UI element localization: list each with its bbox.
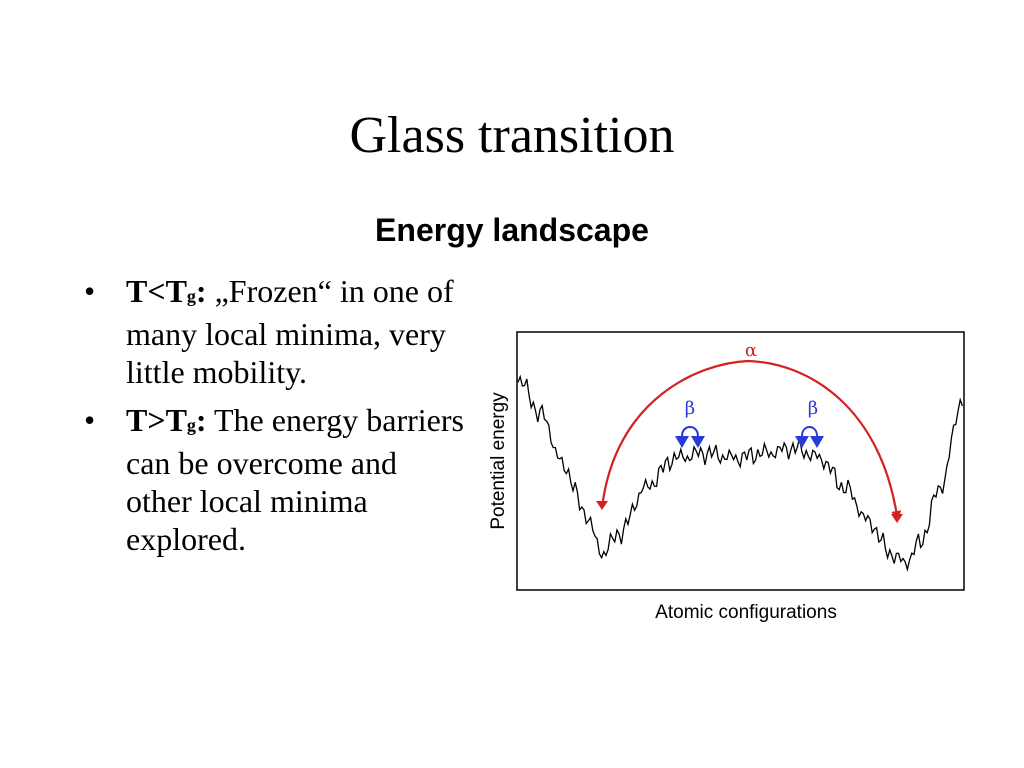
- beta-arrowhead-right-b: [810, 436, 824, 448]
- beta-label-right: β: [808, 398, 818, 419]
- bullet-item-above-tg: • T>Tg: The energy barriers can be overc…: [84, 401, 464, 558]
- condition-subscript: g: [186, 415, 196, 435]
- condition-label: T<Tg:: [126, 273, 207, 309]
- bullet-text: „Frozen“ in one of many local minima, ve…: [126, 273, 454, 390]
- energy-landscape-figure: α β β Potential energy Atomic configurat…: [480, 318, 980, 638]
- alpha-label: α: [745, 340, 757, 361]
- x-axis-label: Atomic configurations: [655, 602, 837, 623]
- plot-frame: [516, 331, 965, 591]
- slide-subtitle: Energy landscape: [375, 212, 649, 248]
- energy-landscape-svg: α β β Potential energy Atomic configurat…: [488, 331, 965, 623]
- beta-label-left: β: [685, 398, 695, 419]
- beta-arc-left: [681, 426, 699, 437]
- condition-colon: :: [195, 402, 207, 438]
- beta-arrowhead-right-a: [795, 436, 809, 448]
- alpha-arrowhead-left: [596, 501, 608, 510]
- y-axis-label: Potential energy: [488, 392, 509, 530]
- condition-label: T>Tg:: [126, 402, 207, 438]
- condition-main: T<T: [126, 273, 187, 309]
- slide-title: Glass transition: [349, 107, 675, 164]
- bullet-marker: •: [84, 273, 96, 309]
- beta-arrowhead-left-b: [691, 436, 705, 448]
- alpha-arrow: [600, 359, 902, 521]
- bullet-text: The energy barriers can be overcome and …: [126, 402, 464, 557]
- condition-subscript: g: [186, 286, 196, 306]
- condition-main: T>T: [126, 402, 187, 438]
- beta-arrowhead-left-a: [675, 436, 689, 448]
- bullet-item-below-tg: • T<Tg: „Frozen“ in one of many local mi…: [84, 272, 464, 391]
- beta-arc-right: [801, 426, 818, 437]
- energy-curve: [517, 374, 964, 572]
- bullet-marker: •: [84, 402, 96, 438]
- condition-colon: :: [195, 273, 207, 309]
- alpha-arrowhead-right: [891, 514, 903, 523]
- bullet-list: • T<Tg: „Frozen“ in one of many local mi…: [84, 272, 464, 568]
